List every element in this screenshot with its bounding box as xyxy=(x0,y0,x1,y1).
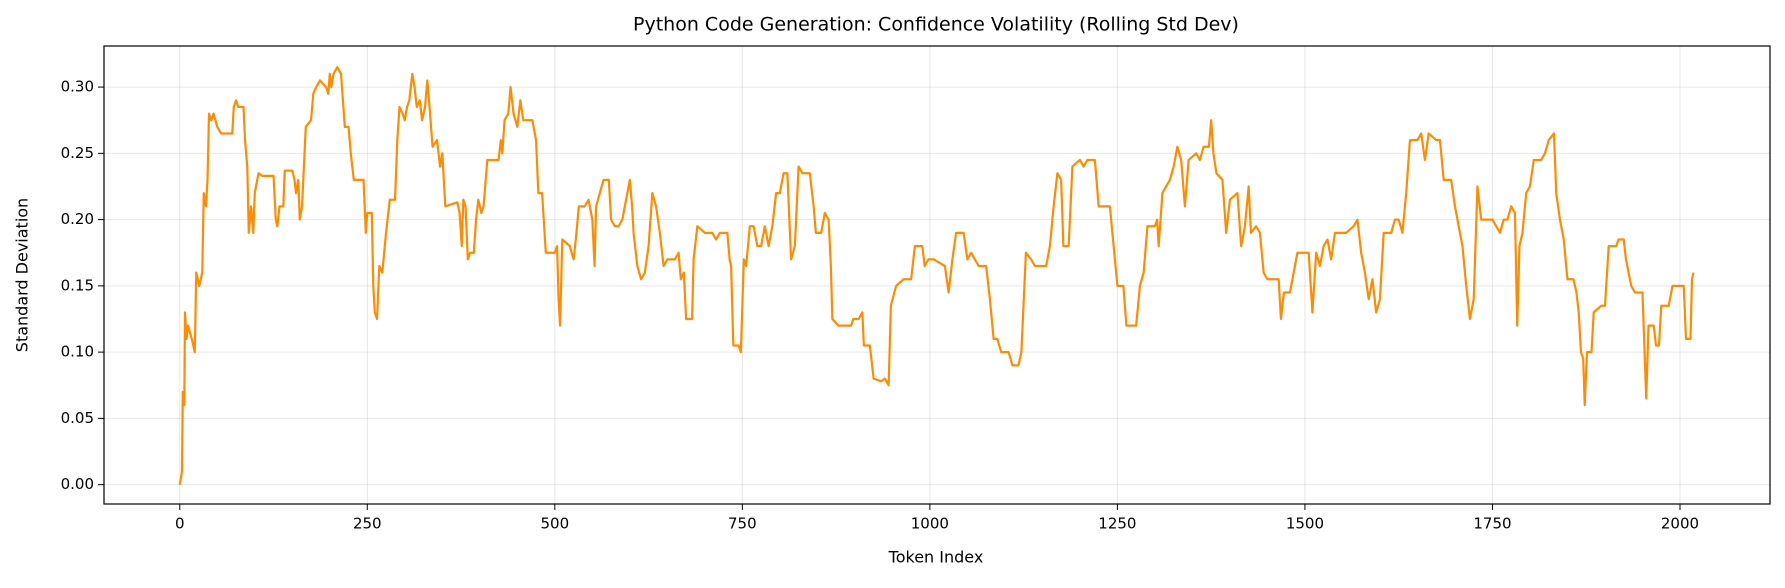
y-tick-label: 0.10 xyxy=(61,343,94,361)
x-tick-label: 1250 xyxy=(1098,515,1136,533)
data-line xyxy=(178,66,1695,485)
x-tick-label: 500 xyxy=(540,515,569,533)
y-tick-label: 0.30 xyxy=(61,78,94,96)
x-tick-label: 750 xyxy=(728,515,757,533)
plot-frame xyxy=(103,45,1771,505)
y-tick-label: 0.00 xyxy=(61,475,94,493)
y-tick-label: 0.05 xyxy=(61,409,94,427)
y-tick-label: 0.25 xyxy=(61,144,94,162)
x-tick-label: 1750 xyxy=(1473,515,1511,533)
chart-title: Python Code Generation: Confidence Volat… xyxy=(633,14,1239,36)
x-tick-label: 0 xyxy=(175,515,185,533)
x-tick-label: 1000 xyxy=(911,515,949,533)
y-tick-label: 0.15 xyxy=(61,276,94,294)
x-tick-label: 250 xyxy=(353,515,382,533)
x-tick-label: 2000 xyxy=(1661,515,1699,533)
x-tick-label: 1500 xyxy=(1286,515,1324,533)
x-axis-label: Token Index xyxy=(888,548,984,567)
y-tick-label: 0.20 xyxy=(61,210,94,228)
y-axis-label: Standard Deviation xyxy=(13,198,32,352)
